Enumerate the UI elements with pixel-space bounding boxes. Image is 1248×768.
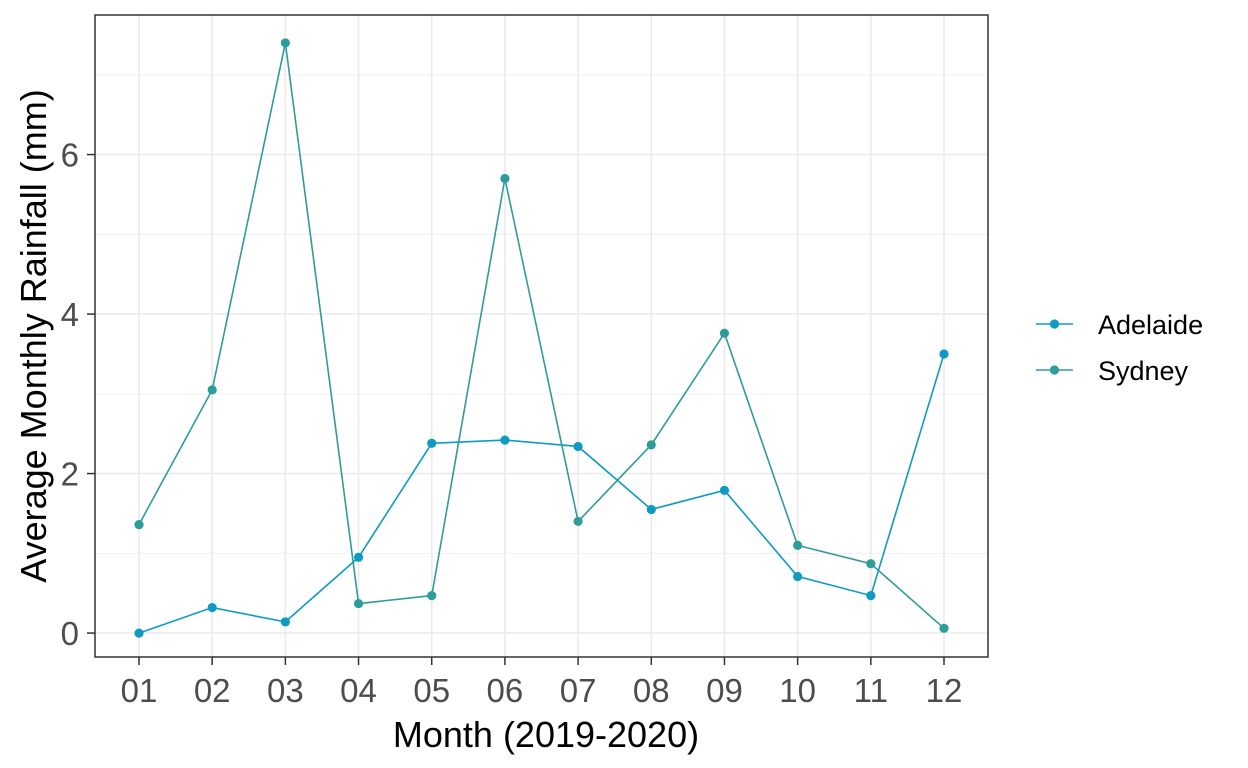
data-point-adelaide (427, 438, 437, 448)
x-tick-label: 12 (926, 672, 963, 709)
x-tick-label: 05 (413, 672, 450, 709)
legend-key-point (1049, 365, 1060, 375)
series-layer (134, 38, 949, 638)
data-point-sydney (353, 598, 364, 609)
legend: Adelaide Sydney (1036, 310, 1203, 386)
data-point-sydney (719, 328, 730, 338)
data-point-sydney (573, 516, 583, 527)
data-point-sydney (134, 520, 144, 530)
legend-label-sydney: Sydney (1098, 356, 1189, 386)
x-tick-label: 02 (194, 672, 231, 709)
data-point-sydney (280, 38, 290, 48)
x-tick-label: 09 (706, 672, 743, 709)
series-line-adelaide (138, 353, 945, 634)
data-point-sydney (793, 540, 803, 550)
data-point-adelaide (573, 441, 583, 452)
x-tick-label: 06 (487, 672, 524, 709)
data-point-adelaide (207, 602, 217, 613)
data-point-sydney (866, 559, 876, 569)
plot-panel-border (94, 14, 989, 658)
x-tick-label: 11 (854, 672, 888, 709)
data-point-adelaide (646, 504, 656, 515)
data-point-adelaide (719, 485, 730, 495)
x-tick-label: 04 (340, 672, 377, 709)
series-line-sydney (138, 42, 945, 629)
data-point-sydney (939, 623, 949, 633)
y-tick-label: 4 (61, 296, 79, 333)
data-point-sydney (646, 440, 656, 450)
data-point-adelaide (793, 571, 803, 582)
minor-gridlines (95, 74, 988, 554)
legend-label-adelaide: Adelaide (1098, 310, 1203, 340)
data-point-adelaide (134, 628, 144, 638)
data-point-sydney (500, 173, 510, 184)
y-tick-label: 0 (61, 615, 79, 652)
x-axis-title: Month (2019-2020) (393, 714, 699, 755)
data-point-adelaide (500, 435, 510, 445)
y-axis: 0 2 4 6 (61, 137, 95, 652)
x-tick-label: 10 (779, 672, 816, 709)
x-tick-label: 01 (121, 672, 158, 709)
data-point-sydney (207, 385, 217, 395)
x-axis: 01 02 03 04 05 06 07 08 09 10 11 12 (121, 657, 963, 709)
data-point-adelaide (939, 349, 949, 359)
data-point-adelaide (353, 552, 364, 562)
x-tick-label: 08 (633, 672, 670, 709)
x-tick-label: 07 (560, 672, 597, 709)
data-point-adelaide (280, 617, 290, 627)
y-tick-label: 2 (61, 456, 79, 493)
y-tick-label: 6 (61, 137, 79, 174)
y-axis-title: Average Monthly Rainfall (mm) (13, 89, 54, 583)
data-point-adelaide (866, 590, 876, 601)
legend-key-point (1049, 319, 1060, 329)
x-tick-label: 03 (267, 672, 304, 709)
data-point-sydney (427, 590, 437, 601)
major-gridlines (95, 15, 988, 657)
